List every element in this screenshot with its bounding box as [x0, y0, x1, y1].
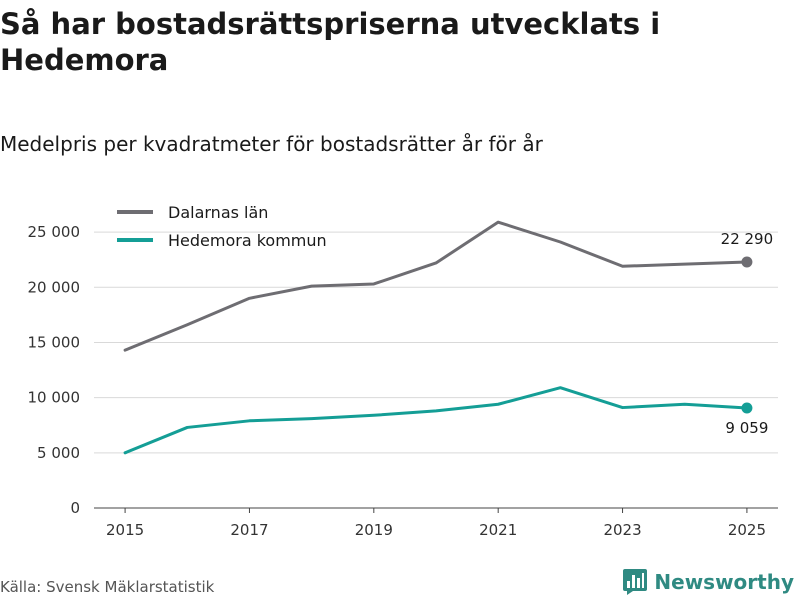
legend: Dalarnas län Hedemora kommun — [117, 203, 327, 250]
x-axis: 2015 2017 2019 2021 2023 2025 — [106, 508, 766, 539]
series-line-hedemora-kommun — [123, 386, 749, 455]
brand-logo[interactable]: Newsworthy — [623, 569, 794, 595]
x-tick-label: 2021 — [479, 521, 517, 539]
series-lines: 22 290 9 059 — [123, 220, 774, 455]
source-note: Källa: Svensk Mäklarstatistik — [0, 578, 215, 596]
series-line-dalarnas-län — [123, 220, 749, 352]
bar-chart-logo-icon — [623, 569, 648, 595]
end-label-hedemora-kommun: 9 059 — [725, 419, 768, 437]
legend-label-hedemora-kommun: Hedemora kommun — [168, 231, 327, 250]
brand-name: Newsworthy — [654, 570, 794, 594]
end-point-dalarnas-län — [741, 256, 753, 268]
x-tick-label: 2023 — [603, 521, 641, 539]
chart-title: Så har bostadsrättspriserna utvecklats i… — [0, 7, 661, 77]
x-tick-label: 2025 — [728, 521, 766, 539]
y-tick-label: 10 000 — [28, 389, 81, 407]
chart-subtitle: Medelpris per kvadratmeter för bostadsrä… — [0, 132, 543, 156]
x-tick-label: 2015 — [106, 521, 144, 539]
y-tick-label: 25 000 — [28, 223, 81, 241]
y-tick-label: 15 000 — [28, 333, 81, 351]
x-tick-label: 2019 — [355, 521, 393, 539]
y-tick-label: 0 — [70, 499, 80, 517]
end-label-dalarnas-län: 22 290 — [721, 230, 774, 248]
y-axis: 0 5 000 10 000 15 000 20 000 25 000 — [28, 223, 81, 517]
y-tick-label: 5 000 — [37, 444, 80, 462]
gridlines — [94, 231, 778, 509]
legend-label-dalarnas-län: Dalarnas län — [168, 203, 268, 222]
x-tick-label: 2017 — [230, 521, 268, 539]
y-tick-label: 20 000 — [28, 278, 81, 296]
end-point-hedemora-kommun — [741, 402, 753, 414]
